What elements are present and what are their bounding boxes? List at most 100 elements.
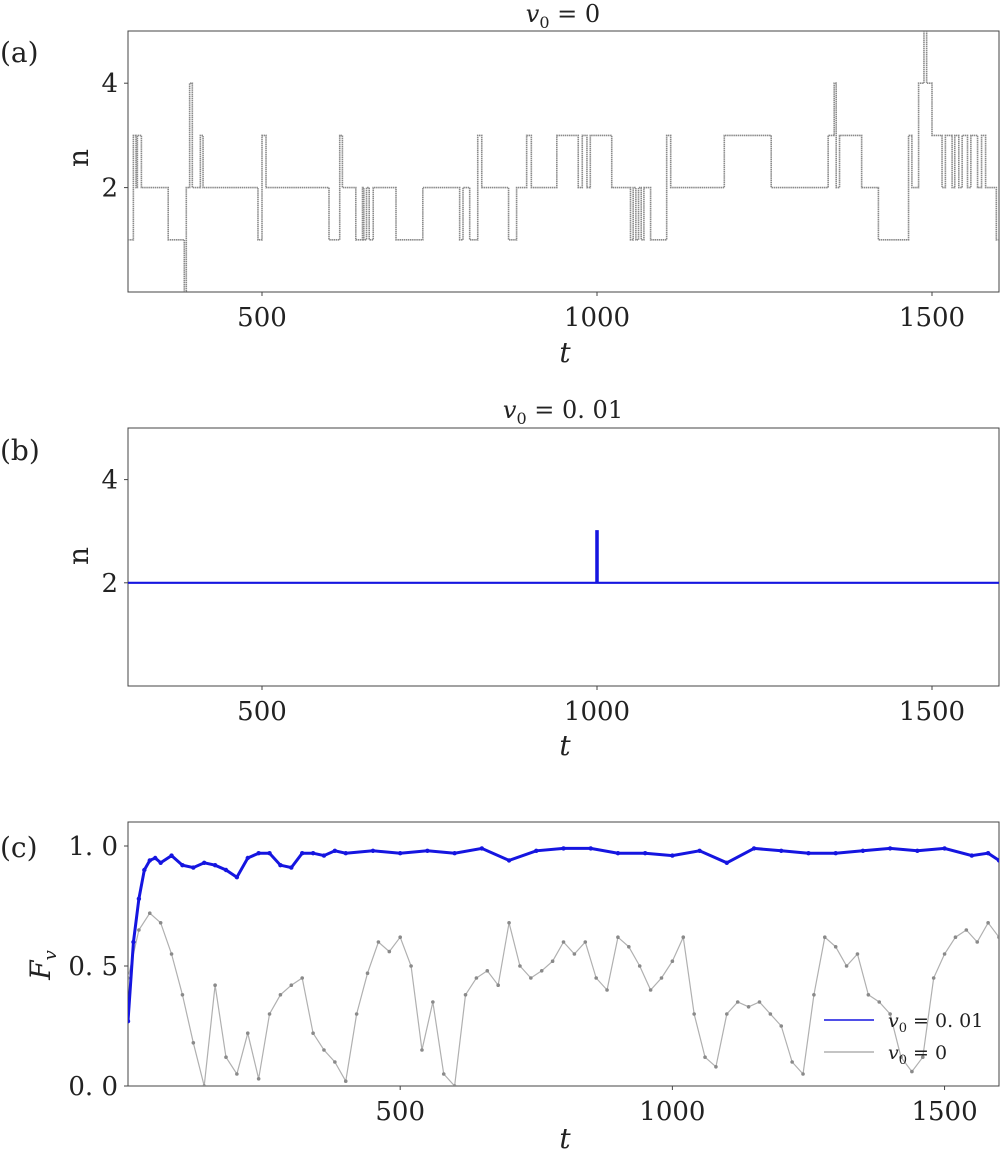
point-v0-0 bbox=[735, 1000, 740, 1004]
point-v0-0 bbox=[648, 988, 653, 992]
point-v0-0 bbox=[725, 1012, 729, 1016]
point-v0-0 bbox=[343, 1079, 348, 1083]
x-tick-label: 500 bbox=[237, 697, 287, 727]
point-v0-001 bbox=[860, 848, 866, 853]
point-v0-001 bbox=[136, 896, 142, 901]
point-v0-0 bbox=[431, 1000, 435, 1004]
point-v0-001 bbox=[370, 848, 376, 853]
point-v0-0 bbox=[245, 1031, 250, 1035]
point-v0-001 bbox=[642, 851, 648, 856]
point-v0-001 bbox=[245, 855, 250, 861]
point-v0-001 bbox=[147, 858, 152, 863]
y-tick-label: 0. 0 bbox=[68, 1072, 118, 1102]
point-v0-0 bbox=[757, 1000, 762, 1004]
point-v0-001 bbox=[697, 848, 702, 853]
point-v0-0 bbox=[779, 1024, 784, 1028]
point-v0-001 bbox=[142, 867, 147, 873]
point-v0-0 bbox=[823, 935, 827, 939]
x-tick-label: 1000 bbox=[564, 697, 630, 727]
point-v0-001 bbox=[506, 858, 512, 863]
point-v0-001 bbox=[321, 853, 327, 858]
point-v0-0 bbox=[964, 928, 969, 932]
x-tick-label: 1000 bbox=[639, 1097, 705, 1127]
point-v0-0 bbox=[452, 1084, 457, 1086]
point-v0-0 bbox=[997, 935, 999, 939]
panel-b-plot: 500 1000 1500 2 4 bbox=[101, 427, 1000, 727]
legend-label-gray-main: v bbox=[888, 1042, 899, 1064]
panel-a-ylabel: n bbox=[62, 149, 95, 167]
legend: v0 = 0. 01 v0 = 0 bbox=[824, 1010, 983, 1068]
panel-b-title-main: v bbox=[503, 396, 517, 424]
point-v0-0 bbox=[463, 993, 468, 997]
point-v0-0 bbox=[409, 964, 413, 968]
panel-b-title-sub: 0 bbox=[516, 409, 526, 428]
y-tick-label: 1. 0 bbox=[68, 832, 118, 862]
point-v0-0 bbox=[376, 940, 381, 944]
plot-frame bbox=[127, 30, 1000, 293]
point-v0-001 bbox=[131, 939, 136, 945]
panel-a-title-sub: 0 bbox=[539, 13, 549, 32]
point-v0-0 bbox=[703, 1055, 707, 1059]
point-v0-001 bbox=[887, 846, 893, 851]
point-v0-001 bbox=[397, 851, 403, 856]
point-v0-0 bbox=[888, 1012, 892, 1016]
point-v0-0 bbox=[637, 964, 642, 968]
point-v0-0 bbox=[300, 976, 305, 980]
point-v0-001 bbox=[751, 846, 757, 851]
plot-frame bbox=[127, 427, 1000, 687]
point-v0-0 bbox=[354, 1012, 359, 1016]
point-v0-0 bbox=[714, 1065, 718, 1069]
point-v0-001 bbox=[191, 865, 196, 870]
point-v0-001 bbox=[169, 853, 174, 858]
point-v0-0 bbox=[616, 935, 620, 939]
point-v0-0 bbox=[387, 949, 392, 954]
point-v0-0 bbox=[180, 993, 185, 997]
point-v0-0 bbox=[169, 952, 174, 956]
point-v0-0 bbox=[561, 940, 566, 944]
series-line-v0-0 bbox=[128, 912, 999, 1086]
point-v0-0 bbox=[605, 988, 609, 992]
point-v0-001 bbox=[969, 853, 974, 858]
point-v0-001 bbox=[479, 846, 485, 851]
point-v0-001 bbox=[278, 863, 283, 868]
panel-a-title-main: v bbox=[526, 0, 540, 28]
legend-label-gray: v0 = 0 bbox=[888, 1042, 947, 1068]
point-v0-0 bbox=[812, 993, 816, 997]
point-v0-0 bbox=[627, 945, 631, 949]
y-tick-label: 2 bbox=[101, 569, 118, 599]
point-v0-0 bbox=[910, 1069, 914, 1074]
panel-a-title-rest: = 0 bbox=[550, 0, 601, 28]
point-v0-0 bbox=[866, 993, 871, 997]
point-v0-0 bbox=[224, 1055, 228, 1059]
point-v0-0 bbox=[833, 945, 838, 949]
point-v0-0 bbox=[191, 1041, 196, 1045]
point-v0-0 bbox=[594, 976, 598, 980]
point-v0-0 bbox=[855, 952, 860, 956]
x-tick-label: 1500 bbox=[899, 697, 965, 727]
point-v0-001 bbox=[343, 851, 348, 856]
point-v0-0 bbox=[681, 935, 686, 939]
x-tick-label: 500 bbox=[237, 303, 287, 333]
point-v0-001 bbox=[300, 851, 305, 856]
point-v0-0 bbox=[213, 983, 217, 987]
point-v0-001 bbox=[534, 848, 539, 853]
panel-b: (b) v0 = 0. 01 n t 500 1000 1500 2 4 bbox=[0, 396, 1000, 762]
y-tick-label: 4 bbox=[101, 466, 118, 496]
point-v0-001 bbox=[724, 860, 730, 865]
series-n-v0-0 bbox=[128, 31, 999, 292]
point-v0-0 bbox=[137, 928, 141, 932]
legend-label-gray-rest: = 0 bbox=[907, 1042, 947, 1064]
point-v0-0 bbox=[420, 1048, 424, 1052]
point-v0-0 bbox=[746, 1005, 751, 1009]
point-v0-0 bbox=[322, 1048, 326, 1052]
series-n-v0-001 bbox=[128, 530, 999, 584]
panel-a-plot: 500 1000 1500 2 4 bbox=[101, 30, 1000, 333]
panel-a-title: v0 = 0 bbox=[526, 0, 600, 32]
point-v0-0 bbox=[485, 969, 490, 973]
point-v0-001 bbox=[452, 851, 457, 856]
panel-b-xlabel: t bbox=[559, 729, 571, 762]
panel-c-ylabel-main: F bbox=[24, 959, 57, 981]
point-v0-0 bbox=[539, 969, 544, 973]
